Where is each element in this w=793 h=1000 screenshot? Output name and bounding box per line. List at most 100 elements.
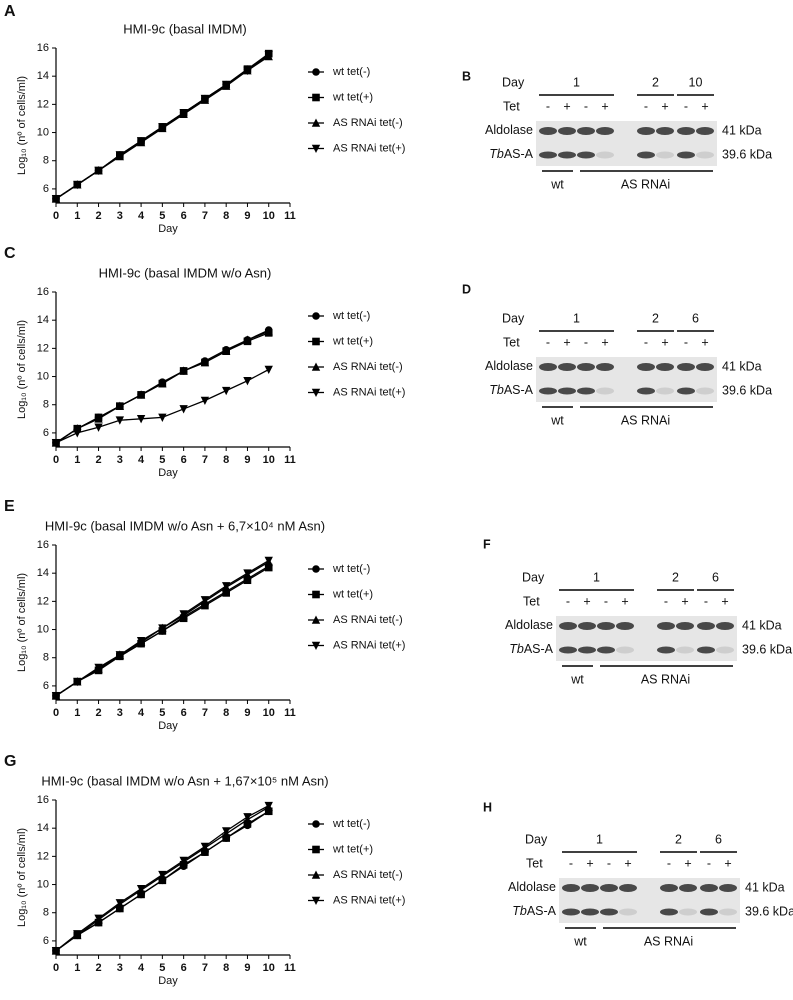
band — [637, 387, 655, 395]
tet-sign: + — [621, 594, 628, 608]
x-axis-label: Day — [158, 975, 178, 987]
x-tick-label: 9 — [244, 210, 250, 222]
marker — [158, 624, 167, 633]
band — [577, 151, 595, 159]
x-tick-label: 6 — [181, 962, 187, 974]
marker — [94, 166, 103, 176]
day-value: 1 — [573, 311, 580, 325]
tet-sign: + — [601, 335, 608, 349]
tet-sign: - — [566, 594, 570, 608]
y-axis-label: Log₁₀ (nº of cells/ml) — [16, 76, 28, 175]
x-tick-label: 6 — [181, 454, 187, 466]
panel-label: F — [483, 537, 491, 551]
group-label: AS RNAi — [621, 177, 670, 191]
size-label: 39.6 kDa — [722, 147, 772, 161]
tet-sign: + — [624, 856, 631, 870]
legend-marker — [311, 144, 321, 154]
band — [696, 387, 714, 395]
marker — [136, 884, 146, 894]
x-tick-label: 10 — [263, 210, 275, 222]
y-tick-label: 8 — [43, 652, 49, 664]
y-tick-label: 16 — [37, 42, 49, 54]
y-tick-label: 8 — [43, 399, 49, 411]
band — [679, 908, 697, 916]
x-tick-label: 0 — [53, 962, 59, 974]
x-tick-label: 1 — [74, 707, 80, 719]
marker — [264, 365, 273, 375]
day-value: 2 — [675, 832, 682, 846]
legend-label: wt tet(-) — [332, 563, 370, 575]
size-label: 41 kDa — [745, 880, 785, 894]
y-tick-label: 12 — [37, 595, 49, 607]
x-tick-label: 1 — [74, 962, 80, 974]
series-line — [55, 332, 269, 444]
marker — [94, 423, 103, 432]
day-label: Day — [525, 832, 548, 846]
tet-label: Tet — [503, 335, 520, 349]
panel-label: A — [4, 3, 16, 20]
marker — [243, 813, 252, 822]
legend-marker — [312, 312, 320, 320]
y-tick-label: 14 — [37, 70, 49, 82]
band — [539, 387, 557, 395]
band — [677, 387, 695, 395]
row-label-italic: Tb — [509, 642, 524, 656]
x-tick-label: 9 — [244, 707, 250, 719]
legend-marker — [312, 590, 320, 599]
band — [660, 884, 678, 892]
day-value: 1 — [596, 832, 603, 846]
x-tick-label: 10 — [263, 707, 275, 719]
band — [619, 884, 637, 892]
band — [697, 646, 715, 654]
row-label: Aldolase — [505, 618, 553, 632]
x-tick-label: 11 — [284, 962, 296, 974]
legend-label: AS RNAi tet(+) — [333, 894, 405, 906]
legend-marker — [311, 870, 321, 879]
band — [656, 151, 674, 159]
marker — [94, 914, 103, 923]
x-tick-label: 9 — [244, 962, 250, 974]
band — [577, 127, 595, 135]
chart: G HMI-9c (basal IMDM w/o Asn + 1,67×10⁵ n… — [4, 753, 405, 987]
panel-label: B — [462, 69, 471, 83]
legend-label: AS RNAi tet(-) — [333, 614, 403, 626]
marker — [243, 335, 252, 344]
legend-marker — [311, 388, 321, 398]
row-label-text: Aldolase — [485, 123, 533, 137]
band — [719, 908, 737, 916]
panel-label: E — [4, 498, 15, 515]
x-tick-label: 9 — [244, 454, 250, 466]
legend-label: wt tet(+) — [332, 91, 373, 103]
band — [676, 646, 694, 654]
x-tick-label: 4 — [138, 707, 145, 719]
band — [716, 622, 734, 630]
row-label-italic: Tb — [489, 383, 504, 397]
x-tick-label: 2 — [95, 454, 101, 466]
y-tick-label: 16 — [37, 286, 49, 298]
panel-label: G — [4, 753, 16, 770]
x-tick-label: 2 — [95, 962, 101, 974]
tet-sign: + — [701, 99, 708, 113]
marker — [179, 610, 188, 619]
band — [719, 884, 737, 892]
band — [716, 646, 734, 654]
panel-label: D — [462, 282, 471, 296]
marker — [200, 596, 210, 605]
marker — [200, 842, 210, 852]
tet-sign: + — [601, 99, 608, 113]
y-tick-label: 12 — [37, 850, 49, 862]
tet-sign: - — [704, 594, 708, 608]
x-tick-label: 4 — [138, 962, 145, 974]
row-label-text: Aldolase — [485, 359, 533, 373]
y-axis-label: Log₁₀ (nº of cells/ml) — [16, 573, 28, 672]
tet-sign: + — [684, 856, 691, 870]
legend-marker — [311, 641, 321, 651]
band — [578, 646, 596, 654]
y-tick-label: 12 — [37, 98, 49, 110]
band — [558, 151, 576, 159]
day-value: 6 — [712, 570, 719, 584]
band — [559, 646, 577, 654]
marker — [222, 834, 230, 842]
